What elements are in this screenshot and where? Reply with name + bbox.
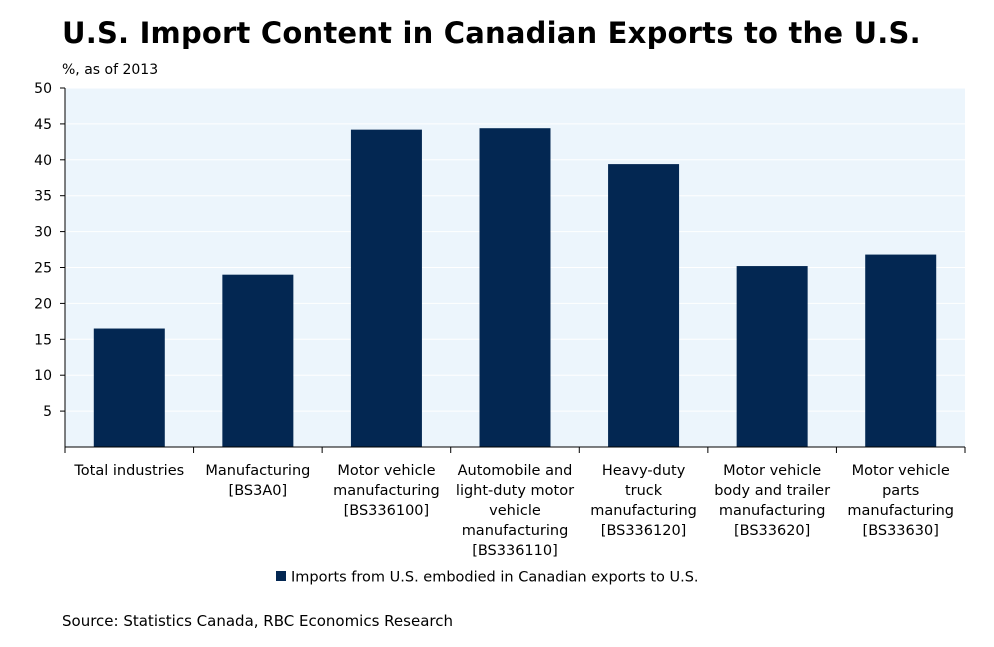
x-tick-label-line: manufacturing [847, 503, 954, 519]
legend-swatch [276, 571, 286, 581]
x-tick-label-line: manufacturing [719, 503, 826, 519]
y-tick-label: 50 [34, 81, 52, 97]
bar [865, 254, 937, 447]
x-tick-label-line: [BS33620] [734, 523, 810, 539]
y-tick-label: 20 [34, 296, 52, 312]
x-tick-label: Motor vehicle body and trailer manufacturi… [714, 463, 830, 539]
x-tick-label-line: Motor vehicle [852, 463, 950, 479]
x-tick-label-line: body and trailer [714, 483, 830, 499]
y-tick-label: 40 [34, 153, 52, 169]
x-tick-label-line: [BS336110] [472, 543, 558, 559]
x-tick-label-line: [BS3A0] [229, 483, 288, 499]
x-tick-label: Motor vehicle parts manufacturing [BS33630] [847, 463, 954, 539]
y-tick-label: 25 [34, 261, 52, 277]
x-tick-label-line: Motor vehicle [723, 463, 821, 479]
x-tick-label-line: Manufacturing [205, 463, 310, 479]
bar [608, 164, 680, 447]
x-tick-label-line: manufacturing [333, 483, 440, 499]
bar [93, 328, 165, 447]
y-tick-label: 10 [34, 368, 52, 384]
x-tick-label: Motor vehicle manufacturing [BS336100] [333, 463, 440, 519]
chart-subtitle: %, as of 2013 [62, 62, 159, 78]
x-tick-label-line: truck [625, 483, 663, 499]
x-tick-label-line: vehicle [489, 503, 541, 519]
y-tick-label: 5 [43, 404, 52, 420]
x-tick-label-line: [BS336100] [344, 503, 430, 519]
y-tick-label: 35 [34, 189, 52, 205]
x-tick-label-line: Heavy-duty [602, 463, 686, 479]
legend-label: Imports from U.S. embodied in Canadian e… [291, 570, 699, 586]
y-tick-label: 15 [34, 332, 52, 348]
x-tick-label-line: [BS33630] [863, 523, 939, 539]
chart-title: U.S. Import Content in Canadian Exports … [62, 16, 921, 50]
bar [479, 128, 551, 447]
x-tick-label-line: Automobile and [458, 463, 573, 479]
x-tick-label-line: manufacturing [462, 523, 569, 539]
x-tick-label: Total industries [73, 463, 184, 479]
x-tick-label-line: Total industries [73, 463, 184, 479]
x-tick-label-line: light-duty motor [456, 483, 574, 499]
y-tick-label: 30 [34, 225, 52, 241]
x-tick-label-line: [BS336120] [601, 523, 687, 539]
bar [222, 274, 294, 447]
x-tick-label-line: parts [882, 483, 919, 499]
x-tick-label-line: manufacturing [590, 503, 697, 519]
x-tick-label: Heavy-duty truck manufacturing [BS336120] [590, 463, 697, 539]
x-tick-label-line: Motor vehicle [337, 463, 435, 479]
bar [350, 129, 422, 448]
bar [736, 266, 808, 447]
source-note: Source: Statistics Canada, RBC Economics… [62, 612, 453, 630]
x-tick-label: Manufacturing [BS3A0] [205, 463, 310, 499]
y-tick-label: 45 [34, 117, 52, 133]
x-tick-label: Automobile and light-duty motor vehicle man… [456, 463, 574, 559]
